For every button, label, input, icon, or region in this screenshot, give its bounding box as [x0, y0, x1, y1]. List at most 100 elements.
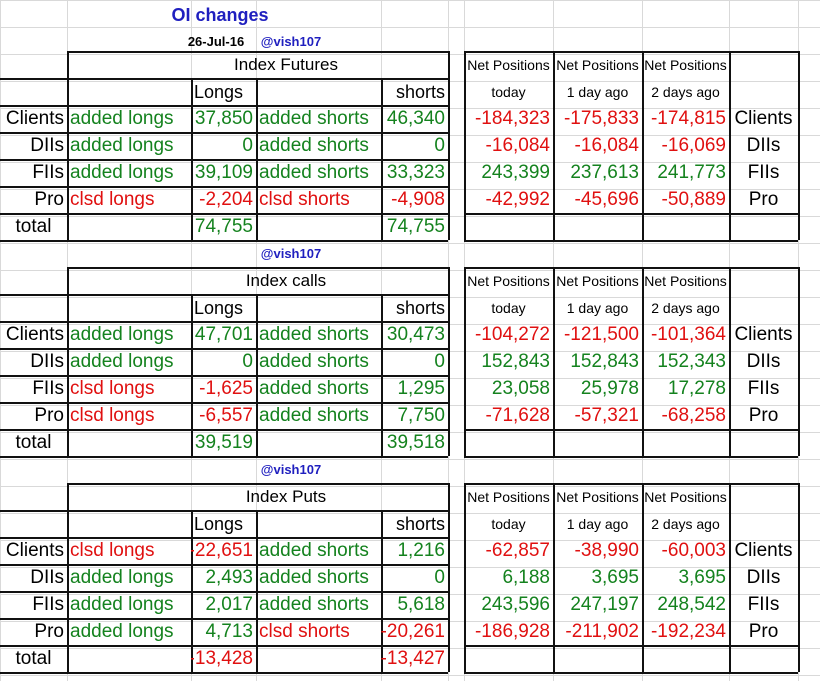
section-handle[interactable]: @vish107: [260, 245, 322, 261]
net-2-days-ago-value[interactable]: -16,069: [661, 135, 726, 156]
net-2-days-ago-value[interactable]: -50,889: [661, 189, 726, 210]
net-2-days-ago-value[interactable]: -68,258: [661, 405, 726, 426]
long-change-desc[interactable]: added longs: [70, 351, 174, 372]
participant-label[interactable]: Clients: [5, 324, 64, 345]
total-label[interactable]: total: [15, 648, 52, 669]
participant-label[interactable]: Pro: [34, 189, 64, 210]
participant-label[interactable]: DIIs: [30, 351, 64, 372]
col-2-days-ago-header[interactable]: 2 days ago: [651, 299, 720, 316]
author-handle[interactable]: @vish107: [260, 33, 322, 49]
short-change-value[interactable]: 33,323: [386, 162, 445, 183]
short-change-value[interactable]: 5,618: [397, 594, 445, 615]
participant-label-right[interactable]: Pro: [748, 189, 779, 210]
participant-label-right[interactable]: Pro: [748, 621, 779, 642]
short-change-value[interactable]: 1,295: [397, 378, 445, 399]
col-1-day-ago-header[interactable]: 1 day ago: [566, 515, 629, 532]
long-change-desc[interactable]: clsd longs: [70, 540, 155, 561]
net-today-value[interactable]: 243,596: [481, 594, 550, 615]
participant-label-right[interactable]: Pro: [748, 405, 779, 426]
net-today-value[interactable]: 152,843: [481, 351, 550, 372]
long-change-desc[interactable]: added longs: [70, 594, 174, 615]
net-positions-header[interactable]: Net Positions: [556, 488, 639, 505]
longs-header[interactable]: Longs: [194, 513, 244, 534]
net-2-days-ago-value[interactable]: 3,695: [678, 567, 726, 588]
short-change-desc[interactable]: added shorts: [259, 162, 369, 183]
net-today-value[interactable]: -184,323: [474, 108, 550, 129]
long-change-desc[interactable]: clsd longs: [70, 405, 155, 426]
net-positions-header[interactable]: Net Positions: [467, 488, 550, 505]
net-positions-header[interactable]: Net Positions: [556, 56, 639, 73]
total-shorts-value[interactable]: 39,518: [386, 432, 445, 453]
net-1-day-ago-value[interactable]: -57,321: [574, 405, 639, 426]
net-today-value[interactable]: 6,188: [502, 567, 550, 588]
net-1-day-ago-value[interactable]: -175,833: [563, 108, 639, 129]
total-shorts-value[interactable]: -13,427: [381, 648, 445, 669]
net-today-value[interactable]: -186,928: [474, 621, 550, 642]
short-change-desc[interactable]: added shorts: [259, 567, 369, 588]
participant-label[interactable]: FIIs: [32, 594, 64, 615]
total-longs-value[interactable]: -13,428: [191, 648, 253, 669]
short-change-desc[interactable]: added shorts: [259, 108, 369, 129]
net-2-days-ago-value[interactable]: -60,003: [661, 540, 726, 561]
long-change-value[interactable]: 47,701: [194, 324, 253, 345]
short-change-value[interactable]: 1,216: [397, 540, 445, 561]
net-positions-header[interactable]: Net Positions: [644, 56, 727, 73]
net-1-day-ago-value[interactable]: 3,695: [591, 567, 639, 588]
shorts-header[interactable]: shorts: [395, 297, 445, 318]
long-change-value[interactable]: 2,017: [205, 594, 253, 615]
long-change-desc[interactable]: added longs: [70, 108, 174, 129]
net-2-days-ago-value[interactable]: 248,542: [657, 594, 726, 615]
sheet-title[interactable]: OI changes: [171, 5, 269, 25]
participant-label-right[interactable]: Clients: [734, 540, 793, 561]
participant-label-right[interactable]: FIIs: [747, 162, 780, 183]
participant-label[interactable]: FIIs: [32, 378, 64, 399]
net-1-day-ago-value[interactable]: -45,696: [574, 189, 639, 210]
net-today-value[interactable]: -71,628: [485, 405, 550, 426]
net-1-day-ago-value[interactable]: 247,197: [570, 594, 639, 615]
short-change-value[interactable]: 0: [434, 351, 445, 372]
section-title[interactable]: Index calls: [245, 271, 327, 290]
net-2-days-ago-value[interactable]: 152,343: [657, 351, 726, 372]
col-1-day-ago-header[interactable]: 1 day ago: [566, 83, 629, 100]
total-label[interactable]: total: [15, 216, 52, 237]
short-change-value[interactable]: -20,261: [381, 621, 445, 642]
short-change-desc[interactable]: added shorts: [259, 405, 369, 426]
short-change-value[interactable]: 0: [434, 567, 445, 588]
participant-label-right[interactable]: DIIs: [746, 567, 781, 588]
net-2-days-ago-value[interactable]: 241,773: [657, 162, 726, 183]
net-2-days-ago-value[interactable]: 17,278: [667, 378, 726, 399]
long-change-desc[interactable]: clsd longs: [70, 189, 155, 210]
net-positions-header[interactable]: Net Positions: [644, 272, 727, 289]
participant-label-right[interactable]: DIIs: [746, 351, 781, 372]
long-change-value[interactable]: -2,204: [199, 189, 253, 210]
long-change-value[interactable]: -22,651: [191, 540, 253, 561]
net-today-value[interactable]: 23,058: [491, 378, 550, 399]
long-change-value[interactable]: 4,713: [205, 621, 253, 642]
net-2-days-ago-value[interactable]: -192,234: [650, 621, 726, 642]
net-1-day-ago-value[interactable]: -121,500: [563, 324, 639, 345]
participant-label[interactable]: Pro: [34, 405, 64, 426]
total-longs-value[interactable]: 74,755: [194, 216, 253, 237]
col-today-header[interactable]: today: [491, 299, 526, 316]
short-change-value[interactable]: 0: [434, 135, 445, 156]
participant-label[interactable]: Clients: [5, 108, 64, 129]
section-handle[interactable]: @vish107: [260, 461, 322, 477]
long-change-desc[interactable]: added longs: [70, 567, 174, 588]
section-title[interactable]: Index Futures: [234, 55, 338, 74]
short-change-desc[interactable]: added shorts: [259, 594, 369, 615]
participant-label-right[interactable]: Clients: [734, 108, 793, 129]
net-today-value[interactable]: -16,084: [485, 135, 550, 156]
col-2-days-ago-header[interactable]: 2 days ago: [651, 83, 720, 100]
participant-label[interactable]: DIIs: [30, 135, 64, 156]
net-1-day-ago-value[interactable]: 152,843: [570, 351, 639, 372]
col-1-day-ago-header[interactable]: 1 day ago: [566, 299, 629, 316]
long-change-value[interactable]: 0: [242, 351, 253, 372]
long-change-desc[interactable]: added longs: [70, 324, 174, 345]
long-change-value[interactable]: 2,493: [205, 567, 253, 588]
short-change-desc[interactable]: clsd shorts: [259, 621, 350, 642]
long-change-desc[interactable]: added longs: [70, 135, 174, 156]
long-change-desc[interactable]: clsd longs: [70, 378, 155, 399]
long-change-value[interactable]: -6,557: [199, 405, 253, 426]
net-1-day-ago-value[interactable]: -38,990: [574, 540, 639, 561]
net-2-days-ago-value[interactable]: -174,815: [650, 108, 726, 129]
